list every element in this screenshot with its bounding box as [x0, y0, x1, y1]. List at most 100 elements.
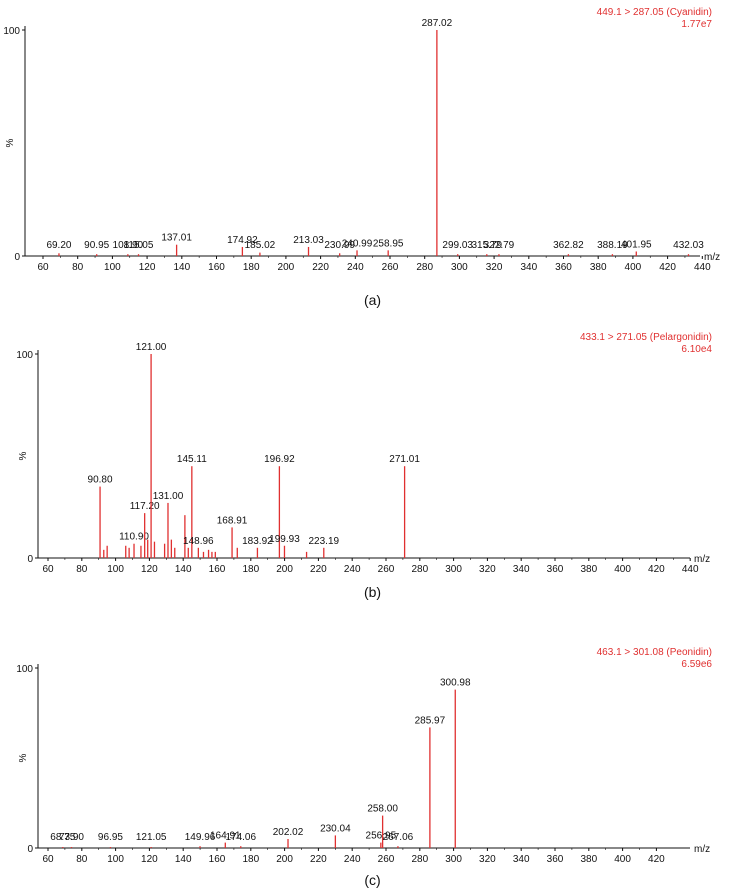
spectrum-panel-3: 0 100% 60 80 100 120 140 160 180 200 220 240 260 280 3…: [16, 647, 712, 865]
peak-label: 401.95: [621, 239, 652, 250]
x-tick-label: 380: [580, 854, 597, 865]
peak-label: 240.99: [342, 238, 373, 249]
peak-label: 108.90: [113, 240, 144, 251]
x-tick-label: 120: [141, 564, 158, 575]
x-tick-label: 320: [479, 854, 496, 865]
x-tick-label: 160: [209, 854, 226, 865]
x-tick-label: 300: [445, 564, 462, 575]
y-axis-label: %: [18, 451, 29, 460]
peak-label: 362.82: [553, 240, 584, 251]
x-tick-label: 100: [107, 854, 124, 865]
header-transition: 449.1 > 287.05 (Cyanidin): [597, 7, 712, 18]
x-tick-label: 140: [175, 564, 192, 575]
x-tick-label: 80: [72, 262, 84, 273]
peak-label: 432.03: [673, 240, 704, 251]
y-tick-label: 0: [14, 252, 20, 263]
peak-label: 69.20: [46, 240, 71, 251]
x-tick-label: 60: [37, 262, 49, 273]
peak-label: 117.20: [130, 501, 160, 512]
header-intensity: 6.10e4: [681, 344, 712, 355]
peak-label: 164.91: [210, 831, 241, 842]
peak-label: 223.19: [308, 536, 339, 547]
peak-label: 258.95: [373, 238, 404, 249]
y-axis-label: %: [18, 753, 29, 762]
peak-label: 285.97: [415, 715, 446, 726]
caption-c: (c): [364, 872, 381, 888]
x-tick-label: 260: [382, 262, 399, 273]
y-tick-label: 0: [27, 844, 33, 855]
peak-label: 168.91: [217, 515, 248, 526]
peak-label: 183.92: [242, 536, 273, 547]
x-tick-label: 100: [107, 564, 124, 575]
x-tick-label: 420: [648, 564, 665, 575]
peak-label: 199.93: [269, 534, 300, 545]
peak-label: 300.98: [440, 678, 471, 689]
x-tick-label: 120: [139, 262, 156, 273]
peak-label: 148.96: [183, 536, 214, 547]
y-axis-label: %: [5, 138, 16, 147]
header-transition: 463.1 > 301.08 (Peonidin): [597, 647, 712, 658]
x-tick-label: 400: [625, 262, 642, 273]
peak-label: 202.02: [273, 827, 304, 838]
peak-label: 90.95: [84, 240, 109, 251]
peak-label: 131.00: [153, 491, 184, 502]
x-tick-label: 140: [173, 262, 190, 273]
x-tick-label: 340: [513, 854, 530, 865]
peak-label: 68.75: [50, 832, 75, 843]
x-tick-label: 280: [411, 564, 428, 575]
x-tick-label: 260: [378, 854, 395, 865]
x-tick-label: 220: [310, 854, 327, 865]
x-tick-label: 420: [648, 854, 665, 865]
x-tick-label: 360: [547, 854, 564, 865]
peak-label: 73.90: [59, 832, 84, 843]
peak-label: 96.95: [98, 832, 123, 843]
peak-label: 299.03: [442, 240, 473, 251]
peak-label: 388.19: [597, 240, 628, 251]
x-tick-label: 140: [175, 854, 192, 865]
x-tick-label: 440: [682, 564, 699, 575]
x-tick-label: 400: [614, 564, 631, 575]
x-tick-label: 180: [242, 854, 259, 865]
x-tick-label: 200: [276, 564, 293, 575]
x-tick-label: 120: [141, 854, 158, 865]
x-tick-label: 300: [445, 854, 462, 865]
x-tick-label: 360: [547, 564, 564, 575]
y-tick-label: 0: [27, 554, 33, 565]
header-intensity: 1.77e7: [681, 19, 712, 30]
peak-label: 258.00: [367, 804, 398, 815]
x-tick-label: 280: [416, 262, 433, 273]
spectrum-panel-1: 0 100% 60 80 100 120 140 160 180 200 220 240 260 280 3…: [3, 7, 720, 273]
x-tick-label: 280: [411, 854, 428, 865]
x-tick-label: 400: [614, 854, 631, 865]
x-tick-label: 380: [580, 564, 597, 575]
y-tick-label: 100: [16, 350, 33, 361]
peak-label: 145.11: [177, 454, 207, 465]
x-tick-label: 440: [694, 262, 711, 273]
peak-label: 149.96: [185, 832, 216, 843]
peak-label: 322.79: [484, 240, 515, 251]
x-tick-label: 320: [479, 564, 496, 575]
x-tick-label: 320: [486, 262, 503, 273]
x-tick-label: 340: [520, 262, 537, 273]
header-intensity: 6.59e6: [681, 659, 712, 670]
x-tick-label: 240: [344, 854, 361, 865]
x-tick-label: 220: [312, 262, 329, 273]
peak-label: 115.05: [124, 240, 154, 251]
caption-a: (a): [363, 292, 382, 308]
y-tick-label: 100: [16, 664, 33, 675]
x-tick-label: 340: [513, 564, 530, 575]
x-tick-label: 240: [347, 262, 364, 273]
x-axis-label: m/z: [694, 844, 710, 855]
x-tick-label: 240: [344, 564, 361, 575]
x-tick-label: 100: [104, 262, 121, 273]
x-axis-label: m/z: [694, 554, 710, 565]
peak-label: 267.06: [383, 832, 414, 843]
peak-label: 213.03: [293, 235, 324, 246]
peak-label: 287.02: [422, 18, 453, 29]
x-tick-label: 420: [659, 262, 676, 273]
x-tick-label: 300: [451, 262, 468, 273]
x-tick-label: 60: [42, 854, 54, 865]
x-tick-label: 200: [276, 854, 293, 865]
x-tick-label: 220: [310, 564, 327, 575]
